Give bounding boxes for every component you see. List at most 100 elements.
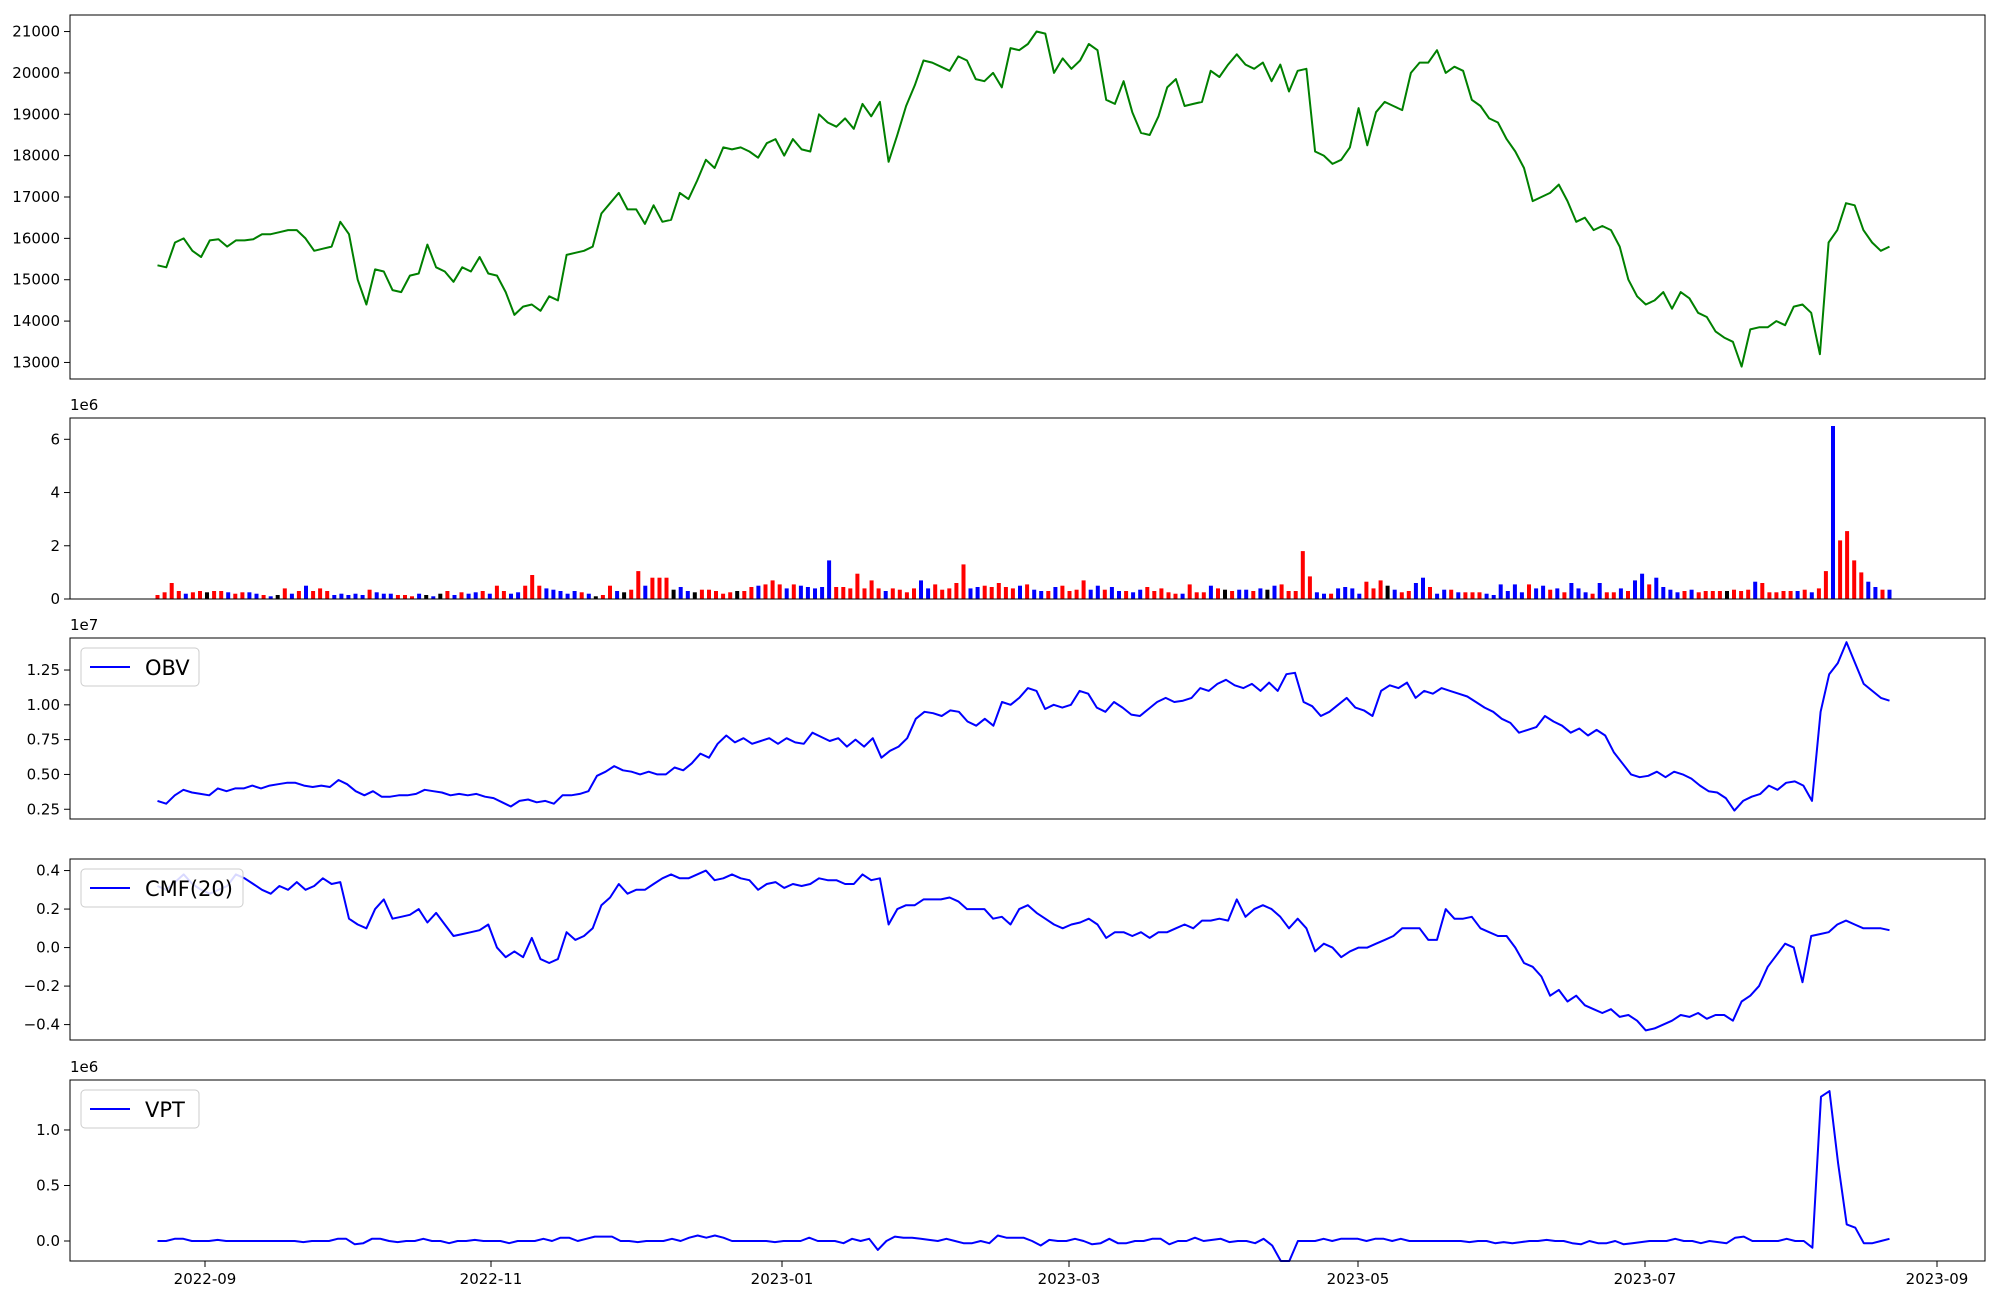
- volume-bar: [1760, 583, 1765, 599]
- volume-bar: [296, 591, 301, 599]
- volume-bar: [890, 588, 895, 599]
- volume-bar: [1131, 592, 1136, 599]
- panel-4-series-line: [157, 869, 1890, 1032]
- panel-4-legend: CMF(20): [80, 868, 244, 908]
- volume-bar: [332, 595, 337, 599]
- panel-4-frame: [69, 858, 1986, 1041]
- volume-bar: [1477, 592, 1482, 599]
- volume-bar: [226, 592, 231, 599]
- volume-bar: [1717, 591, 1722, 599]
- volume-bar: [1703, 591, 1708, 599]
- volume-bar: [805, 587, 810, 599]
- volume-bar: [1293, 591, 1298, 599]
- volume-bar: [714, 591, 718, 599]
- volume-bar: [742, 591, 747, 599]
- volume-bar: [1583, 592, 1588, 599]
- volume-bar: [707, 589, 711, 599]
- volume-bar: [897, 589, 902, 599]
- volume-bar: [1732, 589, 1736, 599]
- volume-bar: [1385, 585, 1390, 599]
- volume-bar: [501, 591, 506, 599]
- volume-bar: [1781, 591, 1786, 599]
- volume-bar: [1555, 588, 1560, 599]
- volume-bar: [551, 589, 556, 599]
- volume-bar: [1003, 587, 1008, 599]
- volume-bar: [254, 593, 259, 599]
- volume-bar: [961, 564, 966, 599]
- volume-bar: [410, 596, 414, 599]
- volume-bar: [1498, 584, 1503, 599]
- volume-bar: [827, 560, 832, 599]
- volume-bar: [1604, 592, 1609, 599]
- volume-bar: [1201, 592, 1206, 599]
- volume-bar: [438, 593, 443, 599]
- volume-bar: [1647, 584, 1652, 599]
- volume-bar: [1548, 589, 1553, 599]
- panel-1-ytick-label: 14000: [12, 312, 60, 330]
- volume-bar: [1449, 589, 1454, 599]
- panel-1-ytick-label: 21000: [12, 23, 60, 41]
- volume-bar: [770, 580, 775, 599]
- volume-bar: [268, 596, 273, 599]
- volume-bar: [1505, 591, 1510, 599]
- volume-bar: [1336, 588, 1341, 599]
- volume-bar: [1095, 585, 1100, 599]
- volume-bar: [1300, 551, 1305, 599]
- volume-bar: [1018, 585, 1022, 599]
- panel-2-ytick-label: 6: [50, 430, 60, 448]
- volume-bar: [304, 585, 308, 599]
- volume-bar: [1357, 593, 1362, 599]
- panel-5-offset-label: 1e6: [70, 1058, 98, 1076]
- volume-bar: [459, 592, 464, 599]
- volume-bar: [1152, 591, 1157, 599]
- volume-bar: [1378, 580, 1383, 599]
- volume-bar: [1640, 573, 1645, 599]
- volume-bar: [756, 585, 761, 599]
- volume-bar: [996, 583, 1001, 599]
- volume-bar: [1795, 591, 1800, 599]
- volume-bar: [1244, 589, 1249, 599]
- volume-bar: [403, 595, 407, 599]
- volume-bar: [318, 588, 323, 599]
- volume-bar: [1831, 426, 1835, 599]
- volume-bar: [431, 596, 436, 599]
- volume-bar: [876, 588, 881, 599]
- volume-bar: [1689, 589, 1694, 599]
- volume-bar: [282, 588, 287, 599]
- volume-bar: [1859, 572, 1864, 599]
- volume-bar: [1746, 589, 1751, 599]
- volume-bar: [1802, 589, 1807, 599]
- volume-bar: [834, 587, 839, 599]
- volume-bar: [593, 596, 598, 599]
- volume-bar: [982, 585, 987, 599]
- volume-bar: [1661, 587, 1666, 599]
- volume-bar: [572, 591, 577, 599]
- panel-1-ytick-label: 13000: [12, 353, 60, 371]
- volume-bar: [509, 593, 513, 599]
- volume-bar: [1187, 584, 1192, 599]
- volume-bar: [289, 593, 294, 599]
- volume-bar: [240, 592, 245, 599]
- volume-bar: [346, 595, 351, 599]
- panel-4-legend-box: [80, 868, 244, 908]
- volume-bar: [1838, 540, 1843, 599]
- panel-5-legend-box: [80, 1089, 200, 1129]
- volume-bar: [261, 595, 266, 599]
- volume-bar: [1039, 591, 1044, 599]
- volume-bar: [1145, 587, 1150, 599]
- volume-bar: [424, 595, 429, 599]
- panel-3-ytick-label: 1.25: [27, 661, 60, 679]
- volume-bar: [1696, 592, 1701, 599]
- volume-bar: [933, 584, 938, 599]
- volume-bar: [388, 593, 393, 599]
- volume-bar: [1816, 588, 1821, 599]
- panel-5-legend-label: VPT: [145, 1098, 185, 1122]
- panel-1-ytick-label: 20000: [12, 64, 60, 82]
- volume-bar: [1413, 583, 1418, 599]
- xtick-label: 2023-09: [1906, 1270, 1969, 1288]
- volume-bar: [586, 593, 591, 599]
- xtick-label: 2023-03: [1038, 1270, 1101, 1288]
- volume-bar: [494, 585, 499, 599]
- volume-bar: [1569, 583, 1574, 599]
